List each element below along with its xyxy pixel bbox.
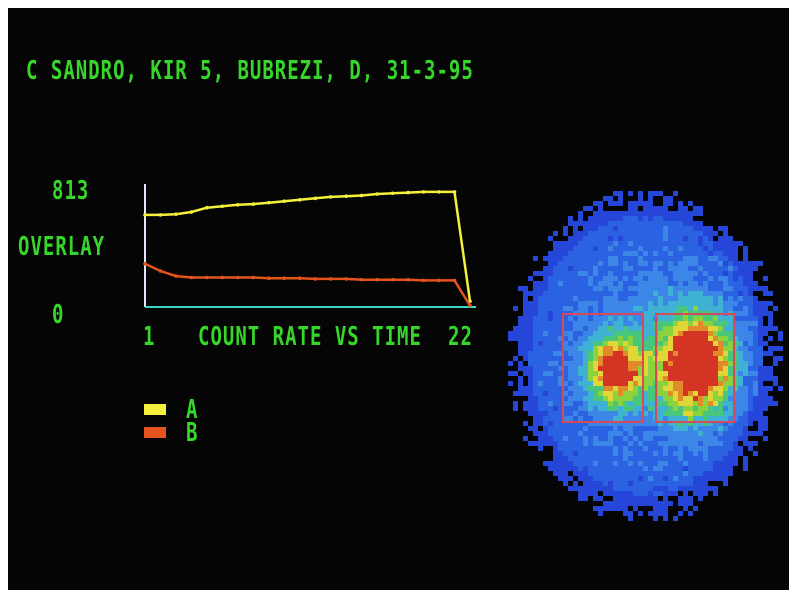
data-point-a bbox=[220, 204, 225, 209]
data-point-a bbox=[297, 197, 302, 202]
data-point-b bbox=[437, 278, 441, 283]
series-line-b bbox=[144, 262, 472, 307]
data-point-b bbox=[452, 278, 457, 283]
data-point-b bbox=[251, 275, 256, 280]
legend-label-b: B bbox=[186, 418, 199, 448]
data-point-b bbox=[390, 277, 395, 282]
data-point-b bbox=[189, 275, 194, 280]
roi-box-left-kidney bbox=[562, 313, 644, 423]
data-point-a bbox=[452, 190, 457, 194]
data-point-a bbox=[359, 193, 364, 198]
series-line-a bbox=[145, 190, 472, 302]
data-point-a bbox=[375, 192, 379, 196]
y-tick-label-min: 0 bbox=[52, 300, 65, 330]
gamma-camera-display: C SANDRO, KIR 5, BUBREZI, D, 31-3-95 813… bbox=[8, 8, 789, 590]
data-point-b bbox=[359, 277, 364, 282]
legend-swatch-a bbox=[144, 404, 166, 415]
patient-header: C SANDRO, KIR 5, BUBREZI, D, 31-3-95 bbox=[26, 56, 474, 86]
data-point-b bbox=[174, 274, 178, 278]
data-point-b bbox=[236, 275, 240, 280]
data-point-b bbox=[313, 277, 318, 281]
data-point-a bbox=[205, 205, 209, 210]
roi-box-right-kidney bbox=[655, 313, 735, 423]
data-point-a bbox=[282, 199, 287, 204]
y-tick-label-max: 813 bbox=[52, 176, 90, 206]
data-point-a bbox=[406, 190, 410, 195]
legend-label-a: A bbox=[186, 395, 199, 425]
data-point-b bbox=[267, 276, 271, 281]
data-point-b bbox=[421, 278, 426, 283]
data-point-b bbox=[297, 276, 302, 281]
data-point-a bbox=[174, 212, 178, 216]
data-point-a bbox=[267, 200, 271, 205]
data-point-a bbox=[189, 210, 194, 214]
data-point-b bbox=[143, 262, 147, 266]
data-point-a bbox=[437, 190, 441, 194]
data-point-b bbox=[158, 269, 163, 273]
data-point-b bbox=[468, 303, 472, 308]
data-point-a bbox=[236, 203, 240, 207]
x-axis-label: COUNT RATE VS TIME bbox=[198, 322, 422, 352]
data-point-b bbox=[344, 277, 348, 281]
data-point-a bbox=[158, 213, 163, 217]
data-point-b bbox=[406, 277, 410, 282]
data-point-b bbox=[220, 275, 225, 280]
renal-scintigraphy-image bbox=[508, 191, 783, 521]
data-point-a bbox=[328, 195, 333, 199]
data-point-a bbox=[251, 202, 256, 206]
legend-swatch-b bbox=[144, 427, 166, 438]
data-point-a bbox=[344, 194, 348, 198]
data-point-b bbox=[205, 275, 209, 280]
data-point-a bbox=[390, 191, 395, 196]
x-tick-label-end: 22 bbox=[448, 322, 473, 352]
data-point-a bbox=[143, 213, 147, 217]
data-point-b bbox=[328, 277, 333, 281]
data-point-a bbox=[313, 196, 318, 201]
overlay-label: OVERLAY bbox=[18, 232, 106, 262]
renogram-chart bbox=[143, 184, 476, 308]
data-point-a bbox=[421, 190, 426, 194]
x-tick-label-start: 1 bbox=[143, 322, 156, 352]
data-point-b bbox=[282, 276, 287, 281]
data-point-b bbox=[375, 277, 379, 282]
